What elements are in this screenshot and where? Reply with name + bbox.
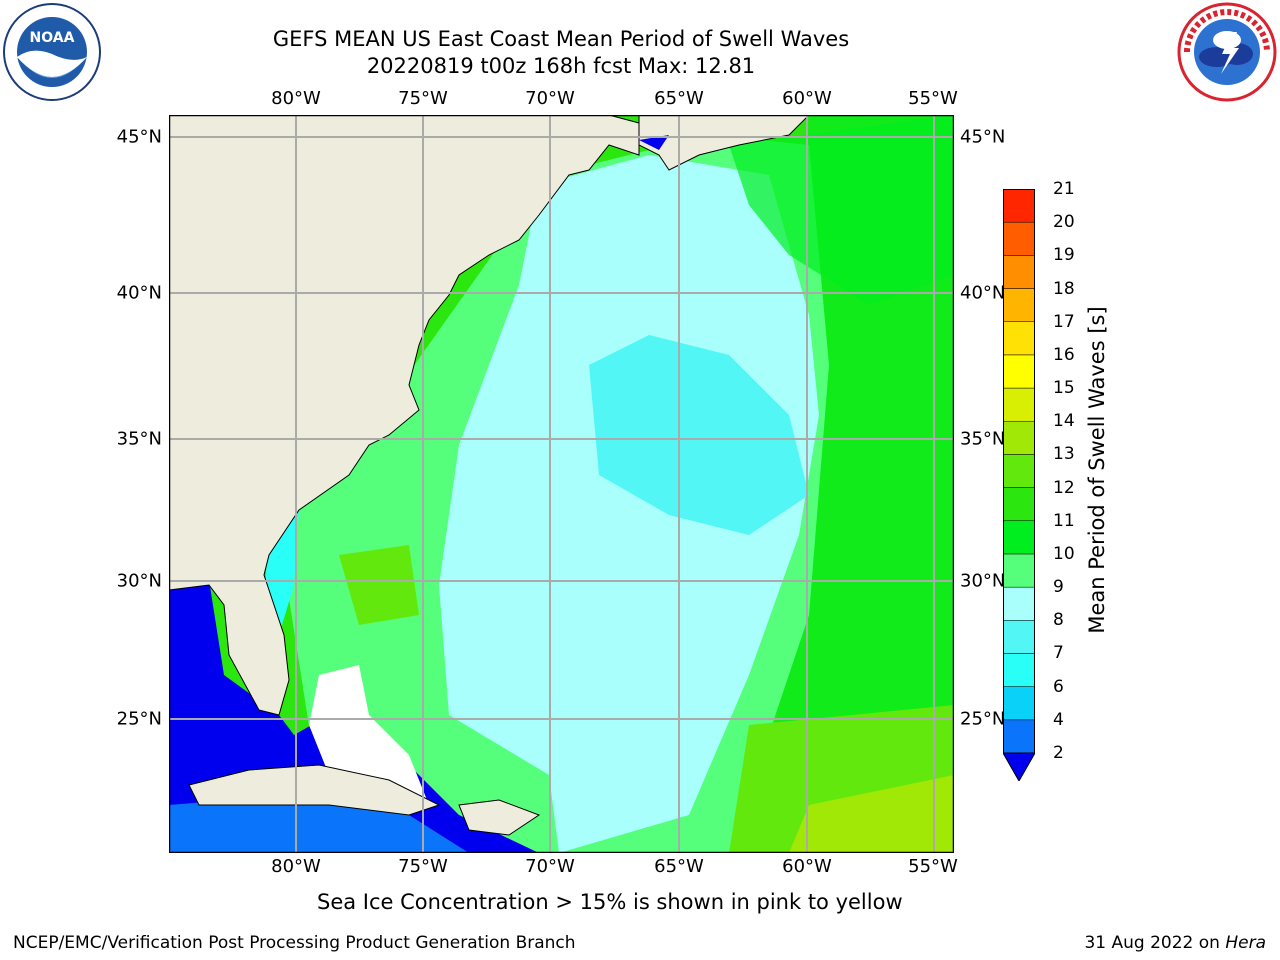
gridlines bbox=[169, 115, 954, 853]
field-yellow-13 bbox=[789, 775, 954, 853]
lon-tick-top: 60°W bbox=[782, 88, 832, 109]
colorbar-tick: 9 bbox=[1053, 577, 1064, 598]
colorbar-segment bbox=[1003, 288, 1035, 322]
lat-tick-right: 45°N bbox=[960, 126, 1006, 148]
footer-date-text: 31 Aug 2022 on bbox=[1084, 933, 1226, 953]
lon-tick-bottom: 65°W bbox=[654, 856, 704, 877]
noaa-logo: NOAA bbox=[3, 3, 101, 101]
colorbar-tick: 6 bbox=[1053, 676, 1064, 697]
lat-tick-left: 30°N bbox=[116, 570, 162, 592]
field-blue-4 bbox=[169, 795, 469, 853]
lon-tick-top: 70°W bbox=[525, 88, 575, 109]
colorbar-segment bbox=[1003, 454, 1035, 488]
svg-text:NOAA: NOAA bbox=[30, 30, 75, 46]
colorbar-segment bbox=[1003, 420, 1035, 455]
colorbar-segment bbox=[1003, 387, 1035, 422]
colorbar-tick: 11 bbox=[1053, 510, 1075, 531]
colorbar-segment bbox=[1003, 321, 1035, 356]
sea-ice-note: Sea Ice Concentration > 15% is shown in … bbox=[317, 890, 903, 914]
land-hispaniola bbox=[458, 799, 541, 836]
national-weather-service-logo bbox=[1177, 2, 1277, 102]
colorbar-tick: 7 bbox=[1053, 643, 1064, 664]
lat-tick-right: 35°N bbox=[960, 428, 1006, 450]
lon-tick-bottom: 60°W bbox=[782, 856, 832, 877]
colorbar-tick: 17 bbox=[1053, 311, 1075, 332]
colorbar bbox=[1003, 189, 1035, 781]
lon-tick-top: 80°W bbox=[271, 88, 321, 109]
colorbar-tick: 8 bbox=[1053, 610, 1064, 631]
colorbar-segment bbox=[1003, 487, 1035, 522]
colorbar-tick: 19 bbox=[1053, 245, 1075, 266]
field-cyan-8 bbox=[439, 155, 819, 853]
lat-tick-left: 45°N bbox=[116, 126, 162, 148]
colorbar-tick: 13 bbox=[1053, 444, 1075, 465]
land-shadow bbox=[639, 135, 669, 150]
lat-tick-left: 35°N bbox=[116, 428, 162, 450]
colorbar-tick: 4 bbox=[1053, 709, 1064, 730]
lat-tick-left: 40°N bbox=[116, 282, 162, 304]
colorbar-tick: 10 bbox=[1053, 543, 1075, 564]
lon-tick-top: 75°W bbox=[398, 88, 448, 109]
lon-tick-bottom: 55°W bbox=[908, 856, 958, 877]
footer-machine: Hera bbox=[1225, 933, 1266, 953]
colorbar-segment bbox=[1003, 586, 1035, 621]
land-maritimes bbox=[638, 115, 810, 171]
colorbar-tick: 20 bbox=[1053, 212, 1075, 233]
land-north-america bbox=[169, 115, 640, 716]
colorbar-segment bbox=[1003, 221, 1035, 256]
colorbar-tick: 18 bbox=[1053, 278, 1075, 299]
colorbar-segment bbox=[1003, 620, 1035, 654]
lon-tick-top: 65°W bbox=[654, 88, 704, 109]
colorbar-segment bbox=[1003, 520, 1035, 555]
colorbar-segment bbox=[1003, 354, 1035, 389]
colorbar-tick: 16 bbox=[1053, 344, 1075, 365]
colorbar-segment bbox=[1003, 719, 1035, 754]
colorbar-segment bbox=[1003, 255, 1035, 289]
colorbar-segment bbox=[1003, 686, 1035, 721]
footer-date: 31 Aug 2022 on Hera bbox=[1084, 933, 1266, 953]
lat-tick-right: 25°N bbox=[960, 708, 1006, 730]
lat-tick-right: 30°N bbox=[960, 570, 1006, 592]
colorbar-tick: 15 bbox=[1053, 378, 1075, 399]
chart-subtitle: 20220819 t00z 168h fcst Max: 12.81 bbox=[366, 54, 756, 78]
colorbar-tick: 12 bbox=[1053, 477, 1075, 498]
colorbar-segment bbox=[1003, 653, 1035, 687]
colorbar-segment bbox=[1003, 189, 1035, 223]
field-cyan-7 bbox=[589, 335, 809, 535]
lat-tick-right: 40°N bbox=[960, 282, 1006, 304]
field-green-10-north bbox=[729, 115, 954, 305]
colorbar-border bbox=[1003, 189, 1035, 754]
lon-tick-bottom: 75°W bbox=[398, 856, 448, 877]
lon-tick-bottom: 70°W bbox=[525, 856, 575, 877]
lat-tick-left: 25°N bbox=[116, 708, 162, 730]
colorbar-tick: 14 bbox=[1053, 411, 1075, 432]
swell-period-map bbox=[169, 115, 954, 853]
chart-title: GEFS MEAN US East Coast Mean Period of S… bbox=[272, 27, 850, 51]
colorbar-tick: 2 bbox=[1053, 743, 1064, 763]
lon-tick-top: 55°W bbox=[908, 88, 958, 109]
footer-credit: NCEP/EMC/Verification Post Processing Pr… bbox=[13, 933, 576, 953]
colorbar-extend-low bbox=[1003, 752, 1035, 781]
colorbar-tick: 21 bbox=[1053, 179, 1075, 199]
lon-tick-bottom: 80°W bbox=[271, 856, 321, 877]
field-yellow-green-patch bbox=[339, 545, 419, 625]
colorbar-label: Mean Period of Swell Waves [s] bbox=[1085, 306, 1109, 634]
colorbar-segment bbox=[1003, 553, 1035, 588]
